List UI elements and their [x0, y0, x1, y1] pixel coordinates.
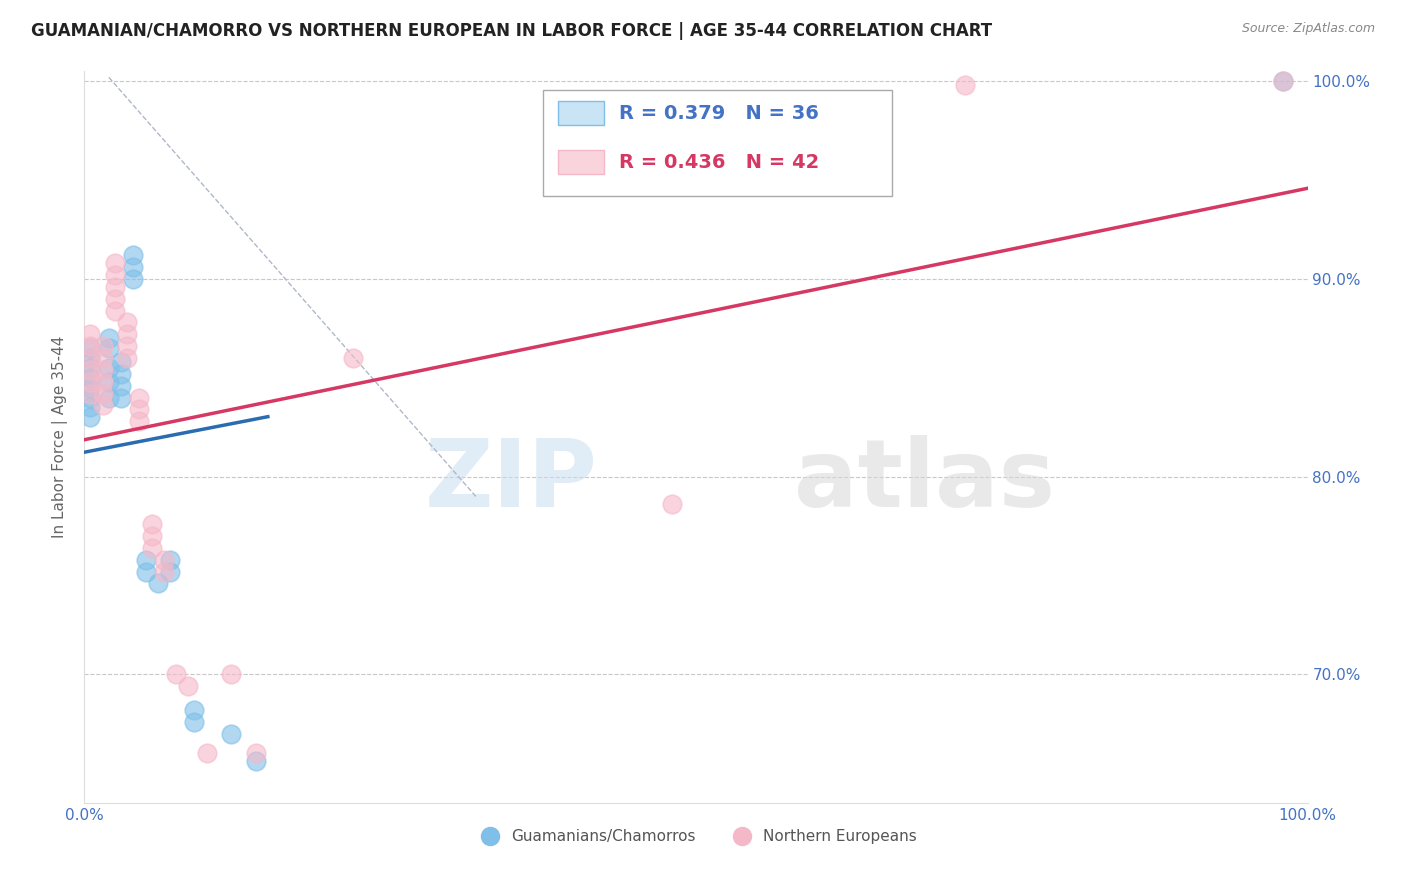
FancyBboxPatch shape: [543, 90, 891, 195]
Point: [115, 327, 138, 342]
Point: [110, 355, 132, 369]
FancyBboxPatch shape: [558, 151, 605, 174]
Text: ZIP: ZIP: [425, 435, 598, 527]
Point: [79, 351, 101, 365]
Point: [91, 386, 114, 401]
Text: R = 0.436   N = 42: R = 0.436 N = 42: [619, 153, 820, 171]
Point: [183, 714, 205, 729]
Point: [79, 360, 101, 375]
Point: [110, 378, 132, 392]
Point: [79, 391, 101, 405]
Point: [97, 375, 120, 389]
Point: [104, 268, 127, 282]
Point: [159, 565, 181, 579]
Point: [159, 552, 181, 566]
Point: [91, 351, 114, 365]
Point: [1272, 74, 1295, 88]
Text: GUAMANIAN/CHAMORRO VS NORTHERN EUROPEAN IN LABOR FORCE | AGE 35-44 CORRELATION C: GUAMANIAN/CHAMORRO VS NORTHERN EUROPEAN …: [31, 22, 993, 40]
Point: [115, 339, 138, 353]
Point: [79, 401, 101, 415]
Point: [110, 391, 132, 405]
Y-axis label: In Labor Force | Age 35-44: In Labor Force | Age 35-44: [52, 336, 69, 538]
Point: [97, 341, 120, 355]
Point: [245, 754, 267, 768]
Point: [91, 399, 114, 413]
Point: [165, 667, 187, 681]
Point: [195, 747, 218, 761]
Point: [128, 402, 150, 417]
Point: [79, 363, 101, 377]
Text: R = 0.379   N = 36: R = 0.379 N = 36: [619, 103, 818, 122]
Point: [79, 351, 101, 365]
Point: [91, 339, 114, 353]
Point: [91, 375, 114, 389]
Point: [122, 272, 145, 286]
Point: [135, 565, 157, 579]
Point: [79, 410, 101, 425]
Point: [141, 529, 163, 543]
Point: [183, 703, 205, 717]
Point: [91, 363, 114, 377]
Point: [97, 391, 120, 405]
Text: atlas: atlas: [794, 435, 1054, 527]
Point: [128, 391, 150, 405]
Text: Source: ZipAtlas.com: Source: ZipAtlas.com: [1241, 22, 1375, 36]
Point: [79, 381, 101, 395]
Point: [79, 327, 101, 342]
Point: [219, 726, 242, 740]
Point: [115, 351, 138, 365]
Point: [104, 292, 127, 306]
Point: [128, 414, 150, 428]
Point: [141, 541, 163, 555]
Point: [122, 248, 145, 262]
Point: [97, 360, 120, 375]
Point: [245, 747, 267, 761]
Point: [177, 679, 200, 693]
Point: [115, 315, 138, 329]
Point: [104, 303, 127, 318]
Point: [79, 341, 101, 355]
Point: [661, 497, 683, 511]
Point: [104, 256, 127, 270]
Point: [122, 260, 145, 274]
Point: [953, 78, 976, 93]
Point: [141, 517, 163, 532]
Point: [153, 552, 176, 566]
Point: [79, 375, 101, 389]
Point: [79, 339, 101, 353]
Point: [110, 367, 132, 381]
Point: [97, 331, 120, 345]
Point: [79, 371, 101, 385]
Point: [153, 565, 176, 579]
Point: [342, 351, 364, 365]
Point: [135, 552, 157, 566]
FancyBboxPatch shape: [558, 102, 605, 125]
Point: [104, 280, 127, 294]
Point: [219, 667, 242, 681]
Legend: Guamanians/Chamorros, Northern Europeans: Guamanians/Chamorros, Northern Europeans: [468, 822, 924, 850]
Point: [79, 386, 101, 401]
Point: [1272, 74, 1295, 88]
Point: [146, 576, 169, 591]
